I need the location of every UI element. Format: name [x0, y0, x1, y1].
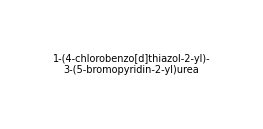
- Text: 1-(4-chlorobenzo[d]thiazol-2-yl)-
3-(5-bromopyridin-2-yl)urea: 1-(4-chlorobenzo[d]thiazol-2-yl)- 3-(5-b…: [53, 54, 210, 75]
